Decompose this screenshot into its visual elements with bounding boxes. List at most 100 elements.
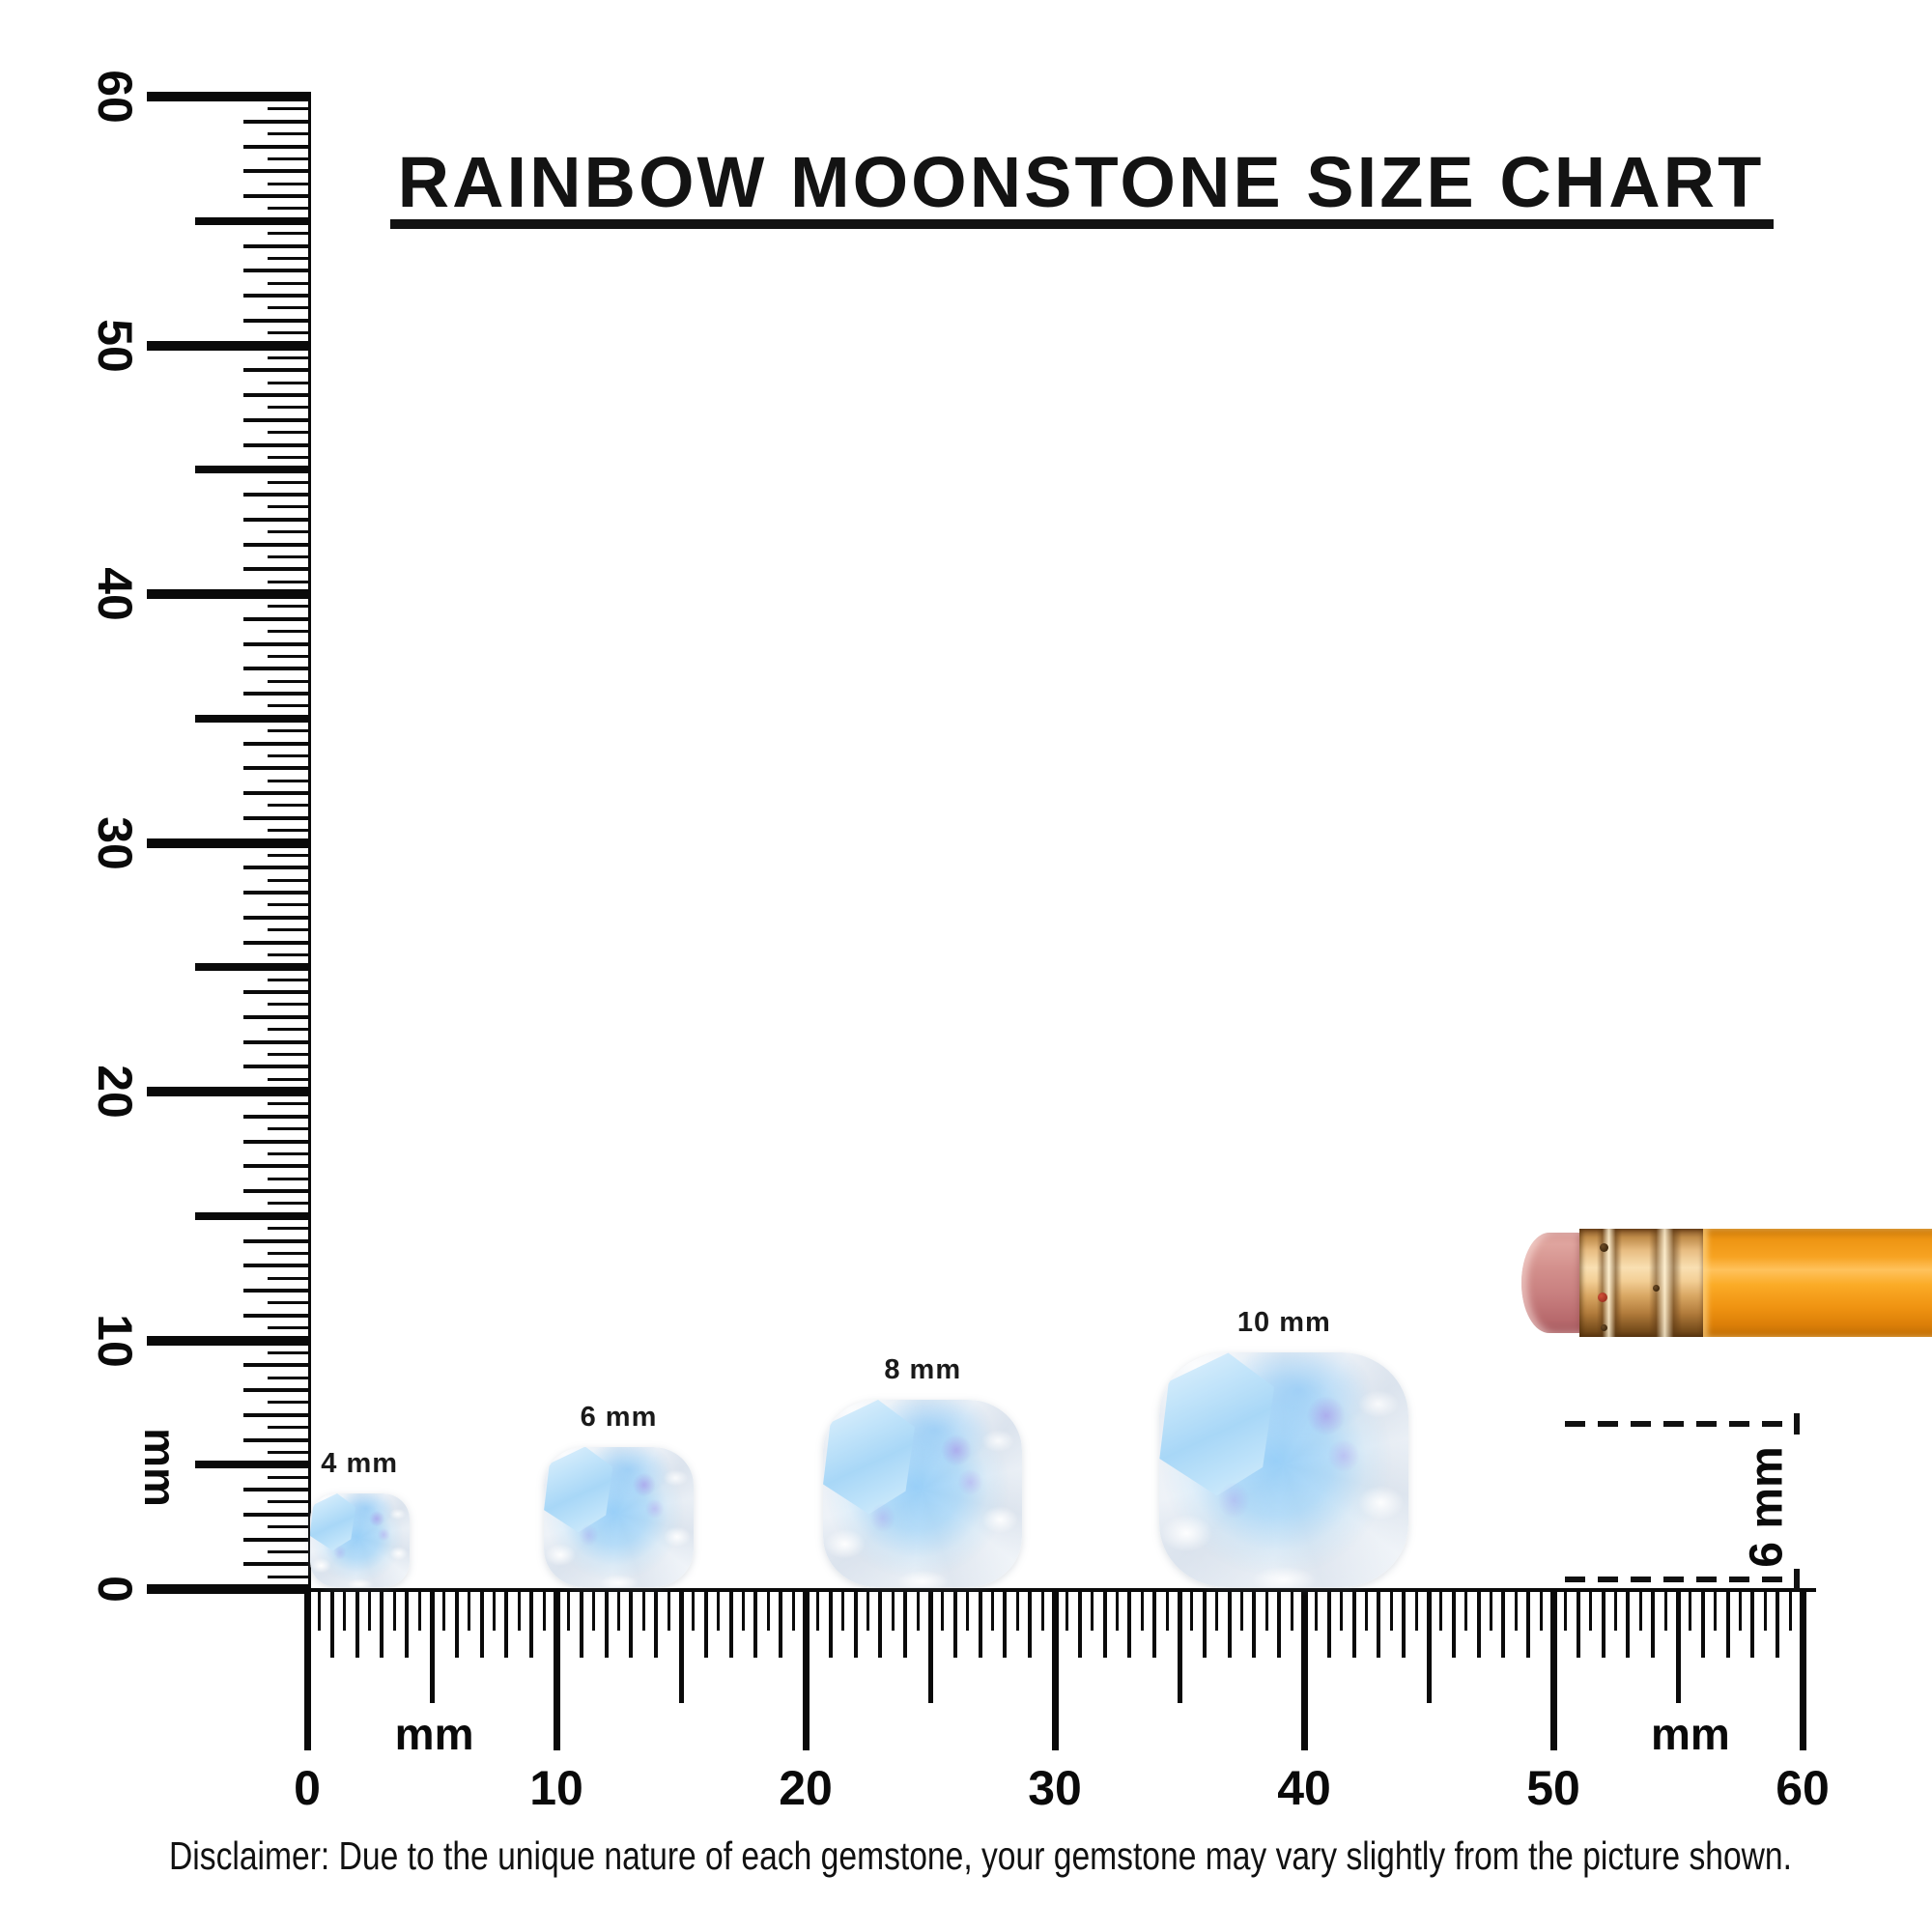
h-ruler-label: 0 — [294, 1761, 321, 1815]
h-tick — [1564, 1589, 1568, 1631]
v-tick — [243, 1065, 311, 1069]
h-tick — [1215, 1589, 1219, 1631]
v-tick — [147, 589, 311, 599]
h-tick — [1152, 1589, 1157, 1658]
v-tick — [243, 294, 311, 298]
v-tick — [268, 1549, 311, 1553]
h-tick — [692, 1589, 696, 1631]
v-tick — [268, 1177, 311, 1180]
h-tick — [1714, 1589, 1718, 1631]
h-tick — [1065, 1589, 1069, 1631]
v-tick — [268, 1401, 311, 1405]
h-ruler-unit-label: mm — [394, 1709, 474, 1759]
h-tick — [1003, 1589, 1008, 1658]
h-tick — [1351, 1589, 1356, 1658]
h-tick — [329, 1589, 334, 1658]
page-title: RAINBOW MOONSTONE SIZE CHART — [397, 142, 1765, 222]
v-tick — [268, 256, 311, 260]
h-tick — [355, 1589, 359, 1658]
v-tick — [243, 1437, 311, 1442]
v-tick — [268, 630, 311, 634]
h-tick — [542, 1589, 546, 1631]
v-tick — [268, 1426, 311, 1430]
h-tick — [991, 1589, 994, 1631]
v-tick — [243, 641, 311, 646]
pencil-graphic — [1521, 1229, 1932, 1337]
v-tick — [195, 1211, 311, 1220]
measure-cap-top — [1794, 1413, 1800, 1435]
h-ruler-label: 10 — [529, 1761, 583, 1815]
crimp-dot — [1653, 1285, 1660, 1292]
h-tick — [654, 1589, 659, 1658]
v-tick — [243, 542, 311, 547]
v-ruler-label: 40 — [88, 567, 142, 621]
pencil-eraser-tip — [1521, 1233, 1581, 1333]
h-tick — [479, 1589, 484, 1658]
h-tick — [1451, 1589, 1456, 1658]
h-tick — [791, 1589, 795, 1631]
h-tick — [442, 1589, 446, 1631]
v-ruler-unit-label: mm — [135, 1427, 185, 1507]
v-tick — [243, 493, 311, 497]
h-tick — [1589, 1589, 1593, 1631]
v-tick — [268, 853, 311, 857]
v-tick — [195, 714, 311, 723]
v-tick — [268, 281, 311, 285]
h-tick — [1227, 1589, 1232, 1658]
v-tick — [243, 1313, 311, 1318]
v-tick — [243, 1562, 311, 1567]
h-tick — [318, 1589, 322, 1631]
h-tick — [368, 1589, 371, 1631]
h-tick — [667, 1589, 670, 1631]
h-tick — [454, 1589, 459, 1658]
v-tick — [268, 1251, 311, 1255]
gem-layer-shine — [309, 1493, 410, 1587]
v-ruler-label: 10 — [88, 1313, 142, 1368]
v-tick — [268, 156, 311, 160]
h-tick — [1377, 1589, 1381, 1658]
v-tick — [268, 355, 311, 359]
v-tick — [243, 1039, 311, 1044]
h-tick — [1638, 1589, 1642, 1631]
h-tick — [553, 1589, 560, 1750]
v-tick — [243, 1114, 311, 1119]
v-tick — [243, 1363, 311, 1368]
v-tick — [268, 1575, 311, 1578]
v-tick — [268, 207, 311, 211]
v-tick — [268, 654, 311, 658]
h-tick — [717, 1589, 721, 1631]
h-tick — [1077, 1589, 1082, 1658]
v-tick — [268, 1376, 311, 1379]
h-tick — [1514, 1589, 1518, 1631]
h-tick — [1402, 1589, 1406, 1658]
h-ruler-label: 20 — [779, 1761, 833, 1815]
v-tick — [268, 1301, 311, 1305]
v-tick — [243, 517, 311, 522]
h-tick — [604, 1589, 609, 1658]
h-tick — [567, 1589, 571, 1631]
h-tick — [753, 1589, 758, 1658]
v-tick — [243, 243, 311, 248]
v-tick — [268, 232, 311, 236]
h-tick — [927, 1589, 933, 1703]
h-tick — [1651, 1589, 1656, 1658]
h-tick — [742, 1589, 745, 1631]
h-tick — [629, 1589, 634, 1658]
h-tick — [1526, 1589, 1531, 1658]
v-ruler-label: 20 — [88, 1065, 142, 1119]
v-tick — [243, 1412, 311, 1417]
h-tick — [1252, 1589, 1257, 1658]
moonstone-gem-8mm — [823, 1399, 1023, 1587]
v-tick — [268, 1102, 311, 1106]
h-tick — [1549, 1589, 1557, 1750]
v-tick — [243, 169, 311, 174]
h-tick — [1763, 1589, 1767, 1631]
v-tick — [243, 692, 311, 696]
h-tick — [1202, 1589, 1207, 1658]
v-tick — [268, 1003, 311, 1007]
h-tick — [867, 1589, 869, 1631]
v-ruler-label: 30 — [88, 815, 142, 870]
h-tick — [816, 1589, 820, 1631]
crimp-dot — [1600, 1243, 1608, 1252]
h-tick — [1539, 1589, 1543, 1631]
